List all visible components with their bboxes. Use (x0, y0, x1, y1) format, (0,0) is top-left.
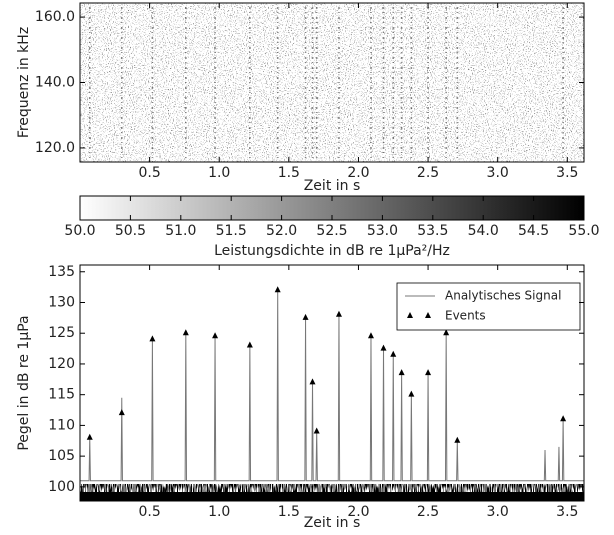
legend-marker (425, 312, 431, 318)
event-marker (367, 332, 374, 339)
y-tick-label: 125 (48, 325, 75, 341)
event-marker (560, 415, 567, 422)
event-marker (390, 350, 397, 357)
x-tick-label: 1.0 (208, 504, 230, 520)
x-tick-label: 53.5 (417, 223, 448, 239)
x-tick-label: 1.0 (208, 165, 230, 181)
y-tick-label: 130 (48, 294, 75, 310)
event-marker (86, 433, 93, 440)
x-tick-label: 54.5 (518, 223, 549, 239)
y-tick-label: 120.0 (35, 140, 75, 156)
x-tick-label: 0.5 (138, 504, 160, 520)
event-marker (408, 390, 415, 397)
event-marker (425, 369, 432, 376)
event-marker (309, 378, 316, 385)
colorbar-panel: 50.0 50.5 51.0 51.5 52.0 52.5 53.0 53.5 54.0 54.5… (64, 195, 600, 259)
y-tick-label: 135 (48, 264, 75, 280)
legend-label: Analytisches Signal (445, 289, 561, 303)
line-panel: Analytisches Signal Events 0.5 1.0 1.5 2.0 2.5… (16, 264, 585, 531)
x-tick-label: 51.5 (216, 223, 247, 239)
event-marker (313, 427, 320, 434)
y-tick-label: 100 (48, 479, 75, 495)
x-tick-label: 1.5 (278, 504, 300, 520)
x-tick-label: 52.5 (316, 223, 347, 239)
signal-line (80, 290, 584, 482)
y-axis-label: Frequenz in kHz (16, 27, 32, 138)
spectrogram-panel: 0.5 1.0 1.5 2.0 2.5 3.0 3.5 120.0 140.0 160.0 Zeit… (16, 2, 585, 194)
event-marker (212, 332, 219, 339)
x-axis-label: Zeit in s (304, 178, 361, 194)
event-marker (335, 310, 342, 317)
x-tick-label: 3.0 (487, 504, 509, 520)
event-marker (246, 341, 253, 348)
legend-box (396, 282, 581, 331)
x-tick-label: 0.5 (138, 165, 160, 181)
event-marker (398, 369, 405, 376)
event-marker (182, 329, 189, 336)
y-tick-label: 110 (48, 417, 75, 433)
x-tick-label: 3.0 (487, 165, 509, 181)
event-marker (443, 329, 450, 336)
x-tick-label: 2.0 (347, 165, 369, 181)
event-marker (380, 344, 387, 351)
x-tick-label: 2.5 (417, 165, 439, 181)
x-tick-label: 1.5 (278, 165, 300, 181)
event-marker (149, 335, 156, 342)
x-tick-label: 53.0 (367, 223, 398, 239)
x-tick-label: 2.0 (347, 504, 369, 520)
noise-floor (80, 492, 584, 501)
y-tick-label: 115 (48, 387, 75, 403)
legend-label: Events (445, 309, 486, 323)
x-tick-label: 55.0 (568, 223, 599, 239)
x-tick-label: 50.0 (64, 223, 95, 239)
x-tick-label: 50.5 (115, 223, 146, 239)
y-tick-label: 140.0 (35, 75, 75, 91)
y-tick-label: 105 (48, 448, 75, 464)
event-marker (274, 286, 281, 293)
y-axis-label: Pegel in dB re 1μPa (16, 315, 32, 450)
x-axis-label: Zeit in s (304, 515, 361, 531)
x-tick-label: 54.0 (468, 223, 499, 239)
x-tick-label: 3.5 (556, 165, 578, 181)
event-marker (454, 436, 461, 443)
event-marker (118, 409, 125, 416)
y-tick-label: 120 (48, 356, 75, 372)
legend-marker (407, 312, 413, 318)
x-axis-label: Leistungsdichte in dB re 1μPa²/Hz (214, 243, 450, 259)
event-marker (302, 313, 309, 320)
x-tick-label: 2.5 (417, 504, 439, 520)
axes-frame (79, 264, 585, 502)
x-tick-label: 52.0 (266, 223, 297, 239)
x-tick-label: 51.0 (165, 223, 196, 239)
spectrogram-noise (80, 3, 584, 162)
x-tick-label: 3.5 (556, 504, 578, 520)
y-tick-label: 160.0 (35, 9, 75, 25)
